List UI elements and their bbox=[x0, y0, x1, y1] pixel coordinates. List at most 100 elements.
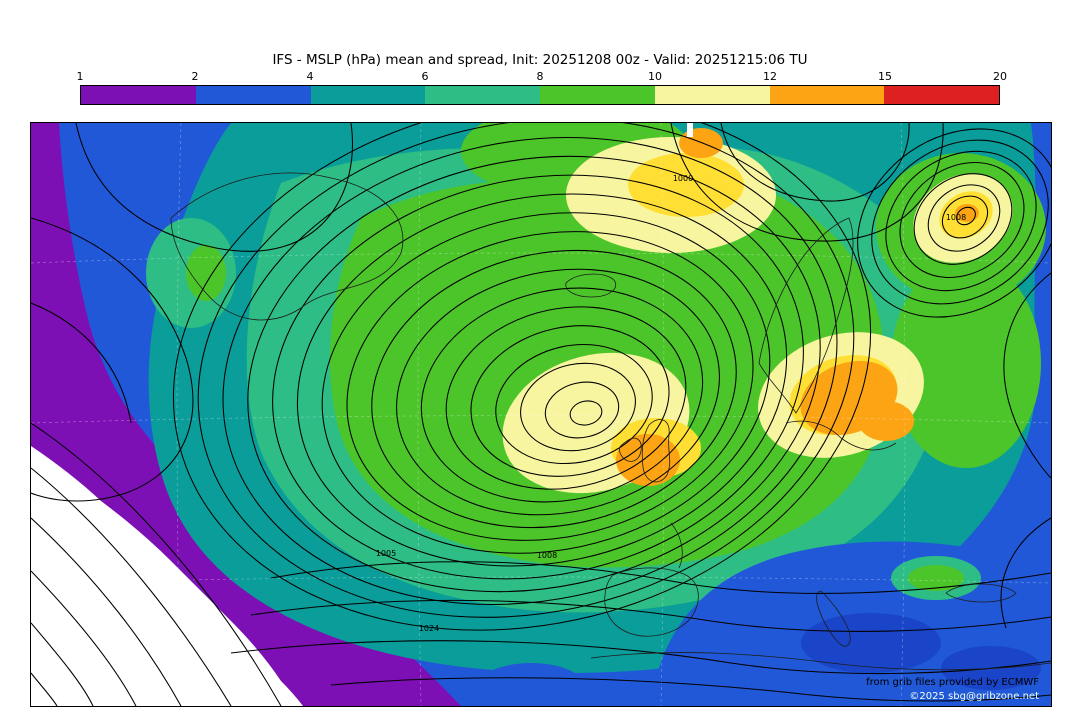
spread-patch-green bbox=[908, 565, 964, 591]
mslp-contour-ring bbox=[247, 155, 821, 593]
map-canvas: 1005 1008 1024 1000 1008 from grib files… bbox=[31, 123, 1051, 706]
colorbar-segment bbox=[884, 86, 999, 104]
coastline-baltic bbox=[785, 420, 897, 451]
mslp-contour-ring bbox=[857, 128, 1051, 318]
colorbar-tick-label: 2 bbox=[191, 70, 199, 83]
mslp-contour-ring bbox=[296, 193, 788, 567]
colorbar-tick-label: 20 bbox=[993, 70, 1007, 83]
colorbar-tick-label: 15 bbox=[878, 70, 892, 83]
contour-line bbox=[31, 302, 132, 424]
mslp-contour-ring bbox=[321, 212, 771, 554]
contour-line bbox=[31, 467, 232, 706]
spread-patch-blue bbox=[476, 663, 586, 706]
coastline-iberia bbox=[604, 567, 699, 637]
mslp-contour-lines bbox=[31, 123, 1051, 706]
mslp-contour-ring bbox=[956, 206, 976, 226]
contour-line bbox=[1003, 272, 1051, 479]
colorbar-tick-row: 1 2 4 6 8 10 12 15 20 bbox=[76, 70, 1008, 83]
coastline-scandinavia bbox=[758, 217, 854, 414]
contour-label: 1005 bbox=[376, 549, 396, 558]
mslp-contour-ring bbox=[346, 231, 754, 541]
coastline-greenland bbox=[170, 172, 404, 321]
contour-line bbox=[31, 570, 137, 706]
colorbar-segment bbox=[769, 86, 885, 104]
graticule-line bbox=[660, 123, 665, 706]
colorbar-segment bbox=[195, 86, 311, 104]
colorbar bbox=[80, 85, 1000, 105]
contour-label: 1024 bbox=[419, 624, 439, 633]
mslp-contour-ring bbox=[272, 174, 804, 580]
mslp-contour-ring bbox=[470, 325, 670, 477]
mslp-contour-ring bbox=[544, 381, 620, 439]
coastline-iceland bbox=[565, 273, 617, 298]
contour-line bbox=[250, 599, 1051, 632]
no-data-corner bbox=[31, 446, 303, 706]
coastline-france bbox=[670, 522, 683, 569]
spread-patch-green bbox=[891, 258, 1041, 468]
contour-labels: 1005 1008 1024 1000 1008 bbox=[376, 174, 966, 633]
mslp-contour-ring bbox=[899, 161, 1025, 279]
graticule-line bbox=[900, 123, 906, 706]
map-frame: 1005 1008 1024 1000 1008 from grib files… bbox=[30, 122, 1052, 707]
contour-line bbox=[230, 640, 1051, 675]
graticule-line bbox=[176, 123, 182, 706]
mslp-contour-ring bbox=[871, 139, 1049, 305]
graticule-line bbox=[417, 123, 422, 706]
contour-label: 1008 bbox=[537, 551, 557, 560]
mslp-contour-rings bbox=[172, 123, 1051, 631]
contour-line bbox=[330, 677, 1051, 702]
mslp-contour-ring bbox=[520, 362, 636, 452]
mslp-contour-ring bbox=[495, 343, 653, 465]
contour-line bbox=[31, 672, 58, 706]
coastline-black-sea bbox=[945, 583, 1017, 603]
mslp-contour-ring bbox=[885, 150, 1037, 292]
credits-source: from grib files provided by ECMWF bbox=[866, 677, 1039, 688]
spread-region-yellow bbox=[628, 153, 744, 217]
graticule-line bbox=[31, 415, 1051, 424]
spread-patch-deep-blue bbox=[801, 613, 941, 673]
colorbar-segment bbox=[81, 86, 196, 104]
coastline-italy bbox=[816, 590, 851, 647]
mslp-contour-ring bbox=[222, 137, 838, 605]
coastline-ireland bbox=[619, 437, 642, 462]
chart-title: IFS - MSLP (hPa) mean and spread, Init: … bbox=[272, 52, 808, 68]
colorbar-tick-label: 6 bbox=[421, 70, 429, 83]
mslp-contour-ring bbox=[197, 123, 855, 618]
colorbar-tick-label: 4 bbox=[306, 70, 314, 83]
contour-label: 1008 bbox=[946, 213, 966, 222]
spread-region-orange bbox=[858, 401, 914, 441]
contour-label: 1000 bbox=[673, 174, 693, 183]
spread-region-orange bbox=[679, 128, 723, 158]
coastline-britain bbox=[641, 419, 671, 483]
colorbar-segment bbox=[654, 86, 770, 104]
contour-line bbox=[75, 123, 353, 252]
contour-line bbox=[270, 561, 1051, 594]
credits-copyright: ©2025 sbg@gribzone.net bbox=[909, 691, 1039, 702]
contour-line bbox=[1000, 517, 1051, 629]
mslp-contour-ring bbox=[396, 268, 720, 516]
mslp-contour-ring bbox=[913, 173, 1013, 265]
top-marker bbox=[687, 123, 693, 137]
mslp-contour-ring bbox=[172, 123, 872, 631]
contour-line bbox=[31, 217, 194, 502]
contour-line bbox=[720, 123, 910, 202]
contour-line bbox=[31, 422, 282, 706]
mslp-contour-ring bbox=[569, 400, 603, 426]
mslp-contour-ring bbox=[371, 249, 737, 529]
colorbar-tick-label: 10 bbox=[648, 70, 662, 83]
mslp-contour-ring bbox=[927, 184, 1001, 252]
mslp-contour-ring bbox=[445, 306, 687, 490]
coastlines bbox=[170, 172, 1051, 671]
contour-line bbox=[670, 123, 944, 242]
coastline-north-africa bbox=[590, 652, 1051, 671]
spread-patch-green bbox=[186, 245, 226, 301]
contour-line bbox=[31, 517, 182, 706]
colorbar-tick-label: 1 bbox=[76, 70, 84, 83]
mslp-contour-ring bbox=[941, 195, 989, 239]
colorbar-tick-label: 12 bbox=[763, 70, 777, 83]
colorbar-tick-label: 8 bbox=[536, 70, 544, 83]
colorbar-segment bbox=[425, 86, 540, 104]
colorbar-segment bbox=[540, 86, 655, 104]
mslp-contour-ring bbox=[420, 287, 704, 503]
